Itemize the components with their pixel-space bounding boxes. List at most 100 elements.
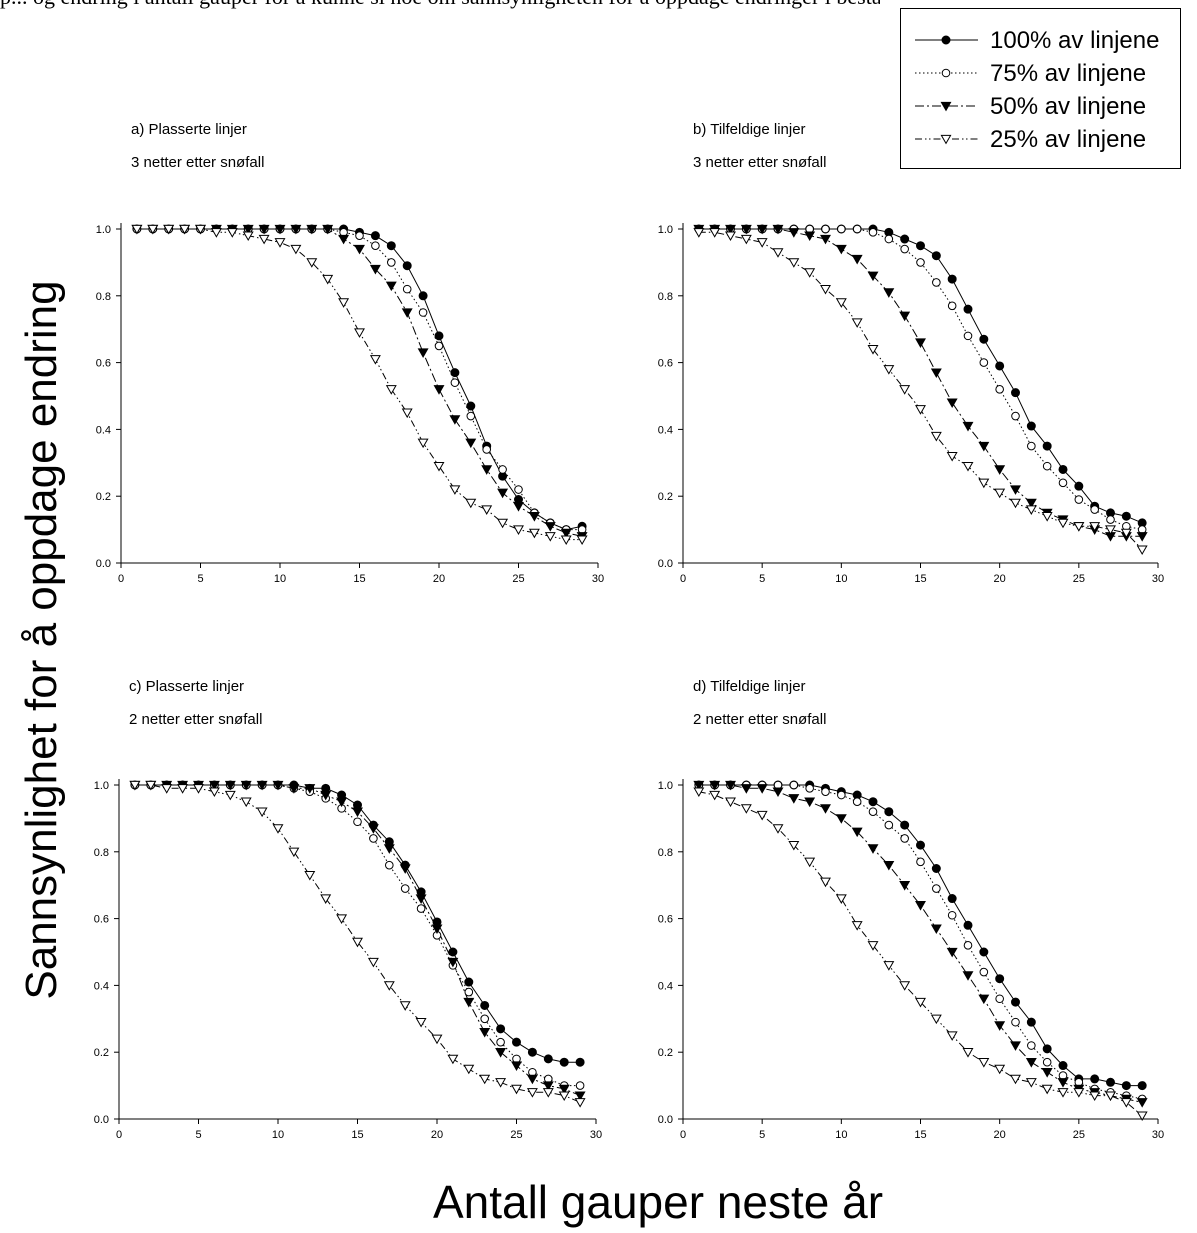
data-point (526, 1074, 538, 1085)
series-markers-4 (129, 780, 586, 1108)
data-point (481, 465, 493, 475)
x-tick-label: 0 (680, 573, 686, 585)
data-point (513, 525, 524, 535)
data-point (240, 780, 252, 791)
y-tick-label: 0.2 (96, 491, 111, 503)
y-tick-label: 0.8 (96, 291, 111, 303)
y-tick-label: 0.2 (658, 1047, 673, 1059)
data-point (915, 997, 926, 1008)
panel-subtitle: 2 netter etter snøfall (129, 711, 262, 728)
data-point (322, 274, 334, 285)
data-point (355, 231, 364, 240)
data-point (496, 1024, 506, 1034)
data-point (772, 787, 784, 798)
data-point (1089, 522, 1101, 532)
data-point (978, 441, 990, 452)
data-point (417, 348, 429, 358)
data-point (401, 408, 413, 419)
data-point (400, 884, 410, 893)
data-point (385, 860, 394, 870)
data-point (574, 1091, 586, 1101)
x-tick-label: 30 (1152, 573, 1164, 585)
data-point (560, 535, 572, 545)
data-point (464, 977, 474, 987)
data-point (772, 248, 784, 258)
y-tick-label: 0.0 (96, 558, 111, 570)
data-point (725, 780, 736, 791)
data-point (163, 224, 175, 235)
x-tick-label: 25 (1073, 1129, 1085, 1141)
data-point (193, 784, 204, 794)
data-point (821, 787, 830, 796)
x-tick-label: 25 (510, 1129, 522, 1141)
data-point (693, 228, 705, 238)
y-tick-label: 0.6 (94, 914, 109, 926)
data-point (464, 987, 474, 997)
data-point (962, 971, 974, 981)
x-tick-label: 5 (195, 1129, 201, 1141)
data-point (434, 331, 444, 341)
y-tick-label: 0.0 (658, 558, 673, 570)
data-point (1025, 1078, 1037, 1088)
data-point (320, 790, 332, 801)
data-point (1120, 528, 1132, 539)
data-point (900, 234, 910, 244)
data-point (352, 937, 363, 948)
data-point (837, 790, 846, 800)
data-point (1041, 512, 1053, 522)
data-point (274, 224, 286, 235)
series-markers-4 (693, 787, 1148, 1122)
data-point (930, 368, 942, 378)
data-point (383, 844, 395, 854)
data-point (466, 411, 476, 421)
data-point (418, 308, 428, 317)
panel-title: c) Plasserte linjer (129, 678, 244, 695)
data-point (450, 368, 460, 378)
data-point (1025, 505, 1037, 515)
data-point (835, 814, 847, 824)
data-point (447, 957, 459, 968)
data-point (851, 318, 863, 328)
data-point (497, 488, 509, 499)
data-point (543, 1054, 553, 1064)
data-point (1026, 1017, 1036, 1027)
data-point (272, 824, 284, 834)
data-point (837, 224, 846, 234)
data-point (979, 334, 989, 344)
data-point (900, 244, 909, 254)
data-point (558, 1091, 570, 1101)
data-point (463, 997, 475, 1008)
data-point (1025, 1058, 1037, 1068)
data-point (304, 871, 316, 881)
data-point (867, 271, 879, 282)
data-point (433, 385, 445, 395)
data-point (338, 298, 350, 308)
data-point (1106, 515, 1115, 524)
legend-marker (941, 68, 951, 78)
data-point (1073, 522, 1085, 532)
x-tick-label: 5 (197, 573, 203, 585)
data-point (161, 784, 173, 794)
data-point (1073, 1088, 1085, 1098)
x-tick-label: 15 (914, 1129, 926, 1141)
series-line-1 (134, 784, 581, 1063)
data-point (804, 857, 816, 868)
data-point (788, 258, 800, 268)
data-point (820, 234, 831, 245)
data-point (899, 385, 911, 395)
data-point (383, 981, 395, 991)
data-point (884, 820, 894, 830)
data-point (256, 780, 268, 791)
data-point (979, 967, 989, 977)
data-point (835, 244, 847, 255)
legend-marker (940, 134, 952, 145)
y-tick-label: 1.0 (658, 780, 673, 792)
y-axis-label: Sannsynlighet for å oppdage endring (17, 280, 66, 999)
data-point (465, 438, 477, 449)
data-point (242, 224, 254, 235)
data-point (725, 231, 736, 242)
data-point (417, 438, 429, 449)
data-point (947, 274, 957, 284)
series-line-1 (698, 784, 1143, 1087)
data-point (978, 994, 990, 1005)
